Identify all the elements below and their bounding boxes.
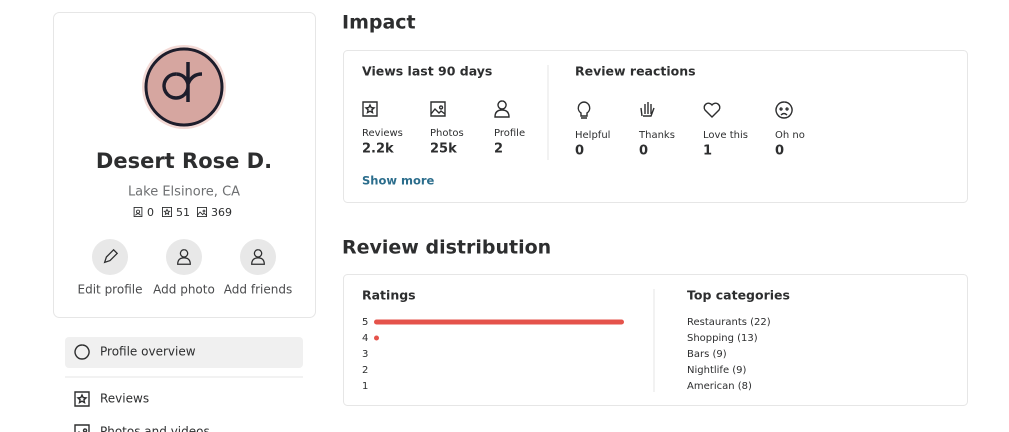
category-item[interactable]: Bars (9) xyxy=(687,349,727,360)
icon xyxy=(430,101,446,117)
icon xyxy=(74,344,90,360)
icon xyxy=(177,249,191,265)
icon xyxy=(196,206,208,218)
reaction-label: Helpful xyxy=(575,130,610,141)
rating-label: 1 xyxy=(362,381,368,392)
action-button[interactable] xyxy=(92,239,128,275)
view-value: 2 xyxy=(494,142,503,157)
rating-label: 3 xyxy=(362,349,368,360)
rating-label: 5 xyxy=(362,317,368,328)
rating-bar xyxy=(374,335,379,341)
icon xyxy=(640,102,655,117)
icon xyxy=(703,102,721,118)
profile-location: Lake Elsinore, CA xyxy=(128,185,240,200)
action-label[interactable]: Add friends xyxy=(224,283,292,297)
reaction-label: Love this xyxy=(703,130,748,141)
category-item[interactable]: Restaurants (22) xyxy=(687,317,771,328)
profile-stat: 51 xyxy=(176,206,190,219)
icon xyxy=(103,248,119,264)
reaction-label: Thanks xyxy=(638,130,675,141)
ratings-title: Ratings xyxy=(362,288,416,303)
categories-title: Top categories xyxy=(687,288,790,303)
rating-label: 2 xyxy=(362,365,368,376)
reaction-value: 0 xyxy=(575,144,584,159)
category-item[interactable]: Shopping (13) xyxy=(687,333,758,344)
nav-item[interactable]: Photos and videos xyxy=(100,425,210,432)
view-value: 25k xyxy=(430,142,457,157)
icon xyxy=(133,206,143,218)
impact-card xyxy=(343,50,968,203)
rating-label: 4 xyxy=(362,333,368,344)
action-label[interactable]: Add photo xyxy=(153,283,215,297)
profile-name: Desert Rose D. xyxy=(96,149,272,173)
view-label: Reviews xyxy=(362,128,403,139)
avatar-monogram xyxy=(162,62,203,102)
nav-item[interactable]: Profile overview xyxy=(100,345,196,359)
view-value: 2.2k xyxy=(362,142,394,157)
view-label: Photos xyxy=(430,128,464,139)
reaction-value: 1 xyxy=(703,144,712,159)
icon xyxy=(74,391,90,407)
reaction-value: 0 xyxy=(775,144,784,159)
icon xyxy=(362,101,378,117)
reactions-title: Review reactions xyxy=(575,64,696,79)
reaction-label: Oh no xyxy=(775,130,805,141)
nav-item[interactable]: Reviews xyxy=(100,392,149,406)
profile-stat: 369 xyxy=(211,206,232,219)
icon xyxy=(577,101,591,119)
icon xyxy=(161,206,173,218)
avatar xyxy=(144,47,224,127)
icon xyxy=(494,100,510,118)
view-label: Profile xyxy=(494,128,525,139)
profile-stat: 0 xyxy=(147,206,154,219)
nav-active-bg[interactable] xyxy=(65,337,303,368)
icon xyxy=(775,101,793,119)
distribution-title: Review distribution xyxy=(342,237,551,259)
views-title: Views last 90 days xyxy=(362,64,492,79)
category-item[interactable]: American (8) xyxy=(687,381,752,392)
icon xyxy=(74,424,90,432)
impact-title: Impact xyxy=(342,12,416,34)
action-label[interactable]: Edit profile xyxy=(78,283,143,297)
show-more[interactable]: Show more xyxy=(362,174,435,188)
rating-bar xyxy=(374,319,624,325)
reaction-value: 0 xyxy=(639,144,648,159)
distribution-card xyxy=(343,274,968,406)
category-item[interactable]: Nightlife (9) xyxy=(687,365,747,376)
icon xyxy=(251,249,265,265)
